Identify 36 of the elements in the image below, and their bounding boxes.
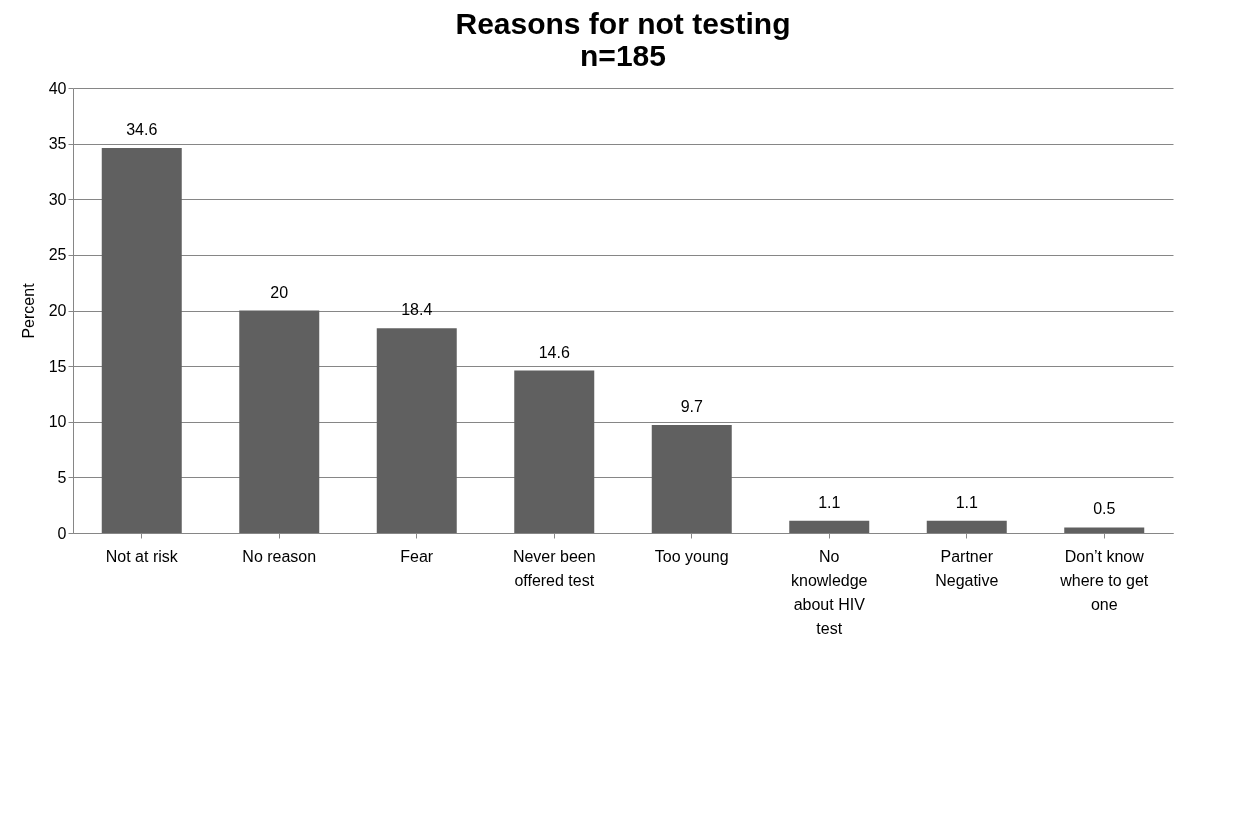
y-tick-label: 15 [48, 357, 67, 375]
data-label: 1.1 [818, 493, 841, 511]
x-tick-label: Don’t know where to get one [1059, 547, 1149, 613]
y-tick-label: 40 [48, 79, 67, 97]
bar [1064, 527, 1145, 533]
x-tick-label: Partner Negative [935, 547, 999, 589]
x-tick-label: Never been offered test [512, 547, 596, 589]
y-tick-label: 0 [57, 524, 67, 542]
data-label: 0.5 [1093, 500, 1116, 518]
data-label: 20 [270, 283, 289, 301]
bar [926, 520, 1007, 533]
bar [651, 425, 732, 533]
y-tick-label: 20 [48, 302, 67, 319]
y-tick-label: 25 [48, 246, 67, 264]
x-tick-label: Too young [654, 547, 729, 565]
bar [101, 148, 182, 533]
chart-subtitle: n=185 [580, 39, 666, 72]
data-label: 34.6 [126, 121, 158, 139]
data-label: 18.4 [401, 301, 433, 319]
chart-title: Reasons for not testing [455, 7, 791, 40]
x-tick-label: Fear [400, 547, 434, 565]
y-tick-label: 10 [48, 413, 67, 431]
bar [239, 310, 320, 533]
data-label: 1.1 [955, 493, 978, 511]
bar [376, 328, 457, 533]
bar [789, 520, 870, 533]
data-label: 14.6 [538, 343, 570, 361]
data-label: 9.7 [680, 398, 703, 416]
y-tick-label: 35 [48, 135, 67, 153]
x-tick-label: Not at risk [105, 547, 179, 565]
y-tick-label: 5 [57, 468, 67, 486]
y-tick-label: 30 [48, 190, 67, 208]
bar [514, 370, 595, 533]
x-tick-label: No knowledge about HIV test [791, 547, 868, 637]
y-axis-title: Percent [19, 282, 37, 339]
x-tick-label: No reason [242, 547, 317, 565]
